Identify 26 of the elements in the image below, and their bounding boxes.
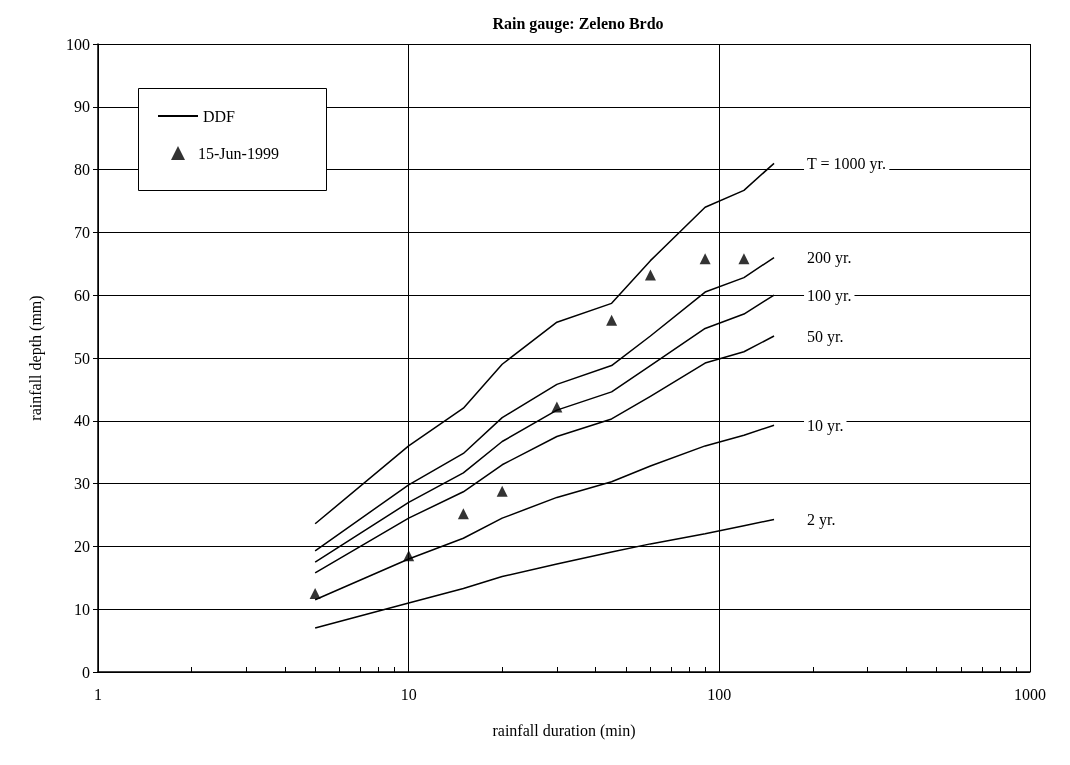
y-tick-label: 100 bbox=[66, 35, 90, 53]
y-tick-label: 30 bbox=[74, 475, 90, 493]
annotation: T = 1000 yr. bbox=[807, 154, 886, 173]
y-tick-label: 90 bbox=[74, 98, 90, 116]
y-tick-label: 10 bbox=[74, 600, 90, 618]
annotation: 10 yr. bbox=[807, 416, 844, 435]
x-axis-title: rainfall duration (min) bbox=[492, 721, 636, 740]
annotation: 2 yr. bbox=[807, 510, 836, 529]
y-tick-label: 70 bbox=[74, 223, 90, 241]
x-tick-label: 1 bbox=[94, 685, 102, 703]
chart-title: Rain gauge: Zeleno Brdo bbox=[492, 14, 664, 33]
legend-label: 15-Jun-1999 bbox=[198, 144, 279, 162]
x-tick-label: 10 bbox=[400, 685, 417, 703]
annotation: 50 yr. bbox=[807, 327, 844, 346]
y-tick-label: 0 bbox=[82, 663, 90, 681]
x-tick-label: 1000 bbox=[1014, 685, 1046, 703]
annotation: 100 yr. bbox=[807, 286, 852, 305]
y-tick-label: 60 bbox=[74, 286, 90, 304]
y-tick-label: 20 bbox=[74, 537, 90, 555]
legend-label: DDF bbox=[203, 107, 236, 125]
y-tick-label: 50 bbox=[74, 349, 90, 367]
y-axis-title: rainfall depth (mm) bbox=[26, 295, 45, 421]
annotation: 200 yr. bbox=[807, 249, 852, 268]
x-tick-label: 100 bbox=[707, 685, 732, 703]
y-tick-label: 40 bbox=[74, 412, 90, 430]
y-tick-label: 80 bbox=[74, 161, 90, 179]
